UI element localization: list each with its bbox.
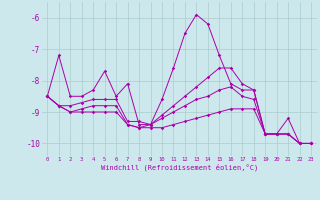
X-axis label: Windchill (Refroidissement éolien,°C): Windchill (Refroidissement éolien,°C) — [100, 164, 258, 171]
